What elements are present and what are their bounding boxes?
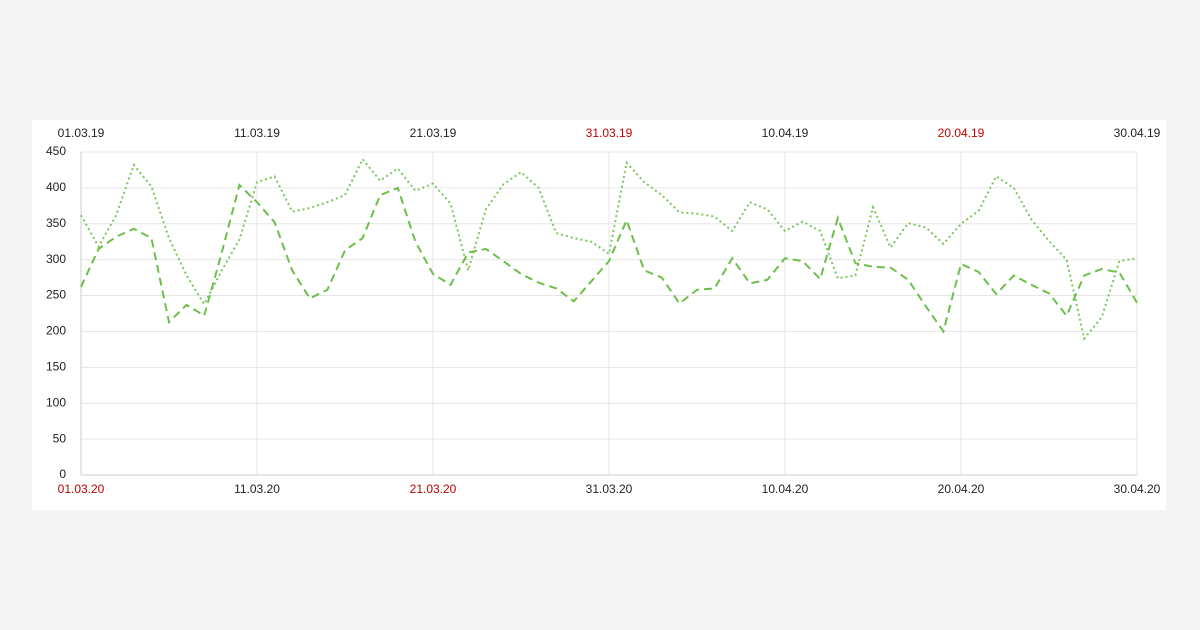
x-tick-label: 10.04.20 [762, 482, 809, 496]
y-tick-label: 50 [53, 431, 67, 445]
x-top-tick-label: 31.03.19 [586, 126, 633, 140]
x-tick-label: 01.03.20 [58, 482, 105, 496]
series-line [80, 183, 1138, 334]
x-tick-label: 30.04.20 [1114, 482, 1161, 496]
y-tick-label: 0 [59, 467, 66, 481]
y-tick-label: 450 [46, 144, 66, 158]
x-tick-label: 21.03.20 [410, 482, 457, 496]
y-tick-label: 400 [46, 180, 66, 194]
y-tick-label: 100 [46, 395, 66, 409]
y-tick-label: 200 [46, 324, 66, 338]
x-top-tick-label: 30.04.19 [1114, 126, 1161, 140]
y-tick-label: 350 [46, 216, 66, 230]
y-tick-label: 300 [46, 252, 66, 266]
chart-panel [32, 120, 1166, 510]
x-top-tick-label: 11.03.19 [234, 126, 280, 140]
x-top-tick-label: 10.04.19 [762, 126, 809, 140]
x-top-tick-label: 20.04.19 [938, 126, 985, 140]
x-top-tick-label: 01.03.19 [58, 126, 105, 140]
x-tick-label: 11.03.20 [234, 482, 280, 496]
y-tick-label: 150 [46, 360, 66, 374]
x-tick-label: 31.03.20 [586, 482, 633, 496]
x-tick-label: 20.04.20 [938, 482, 985, 496]
y-tick-label: 250 [46, 288, 66, 302]
series-line [80, 157, 1138, 341]
x-top-tick-label: 21.03.19 [410, 126, 457, 140]
